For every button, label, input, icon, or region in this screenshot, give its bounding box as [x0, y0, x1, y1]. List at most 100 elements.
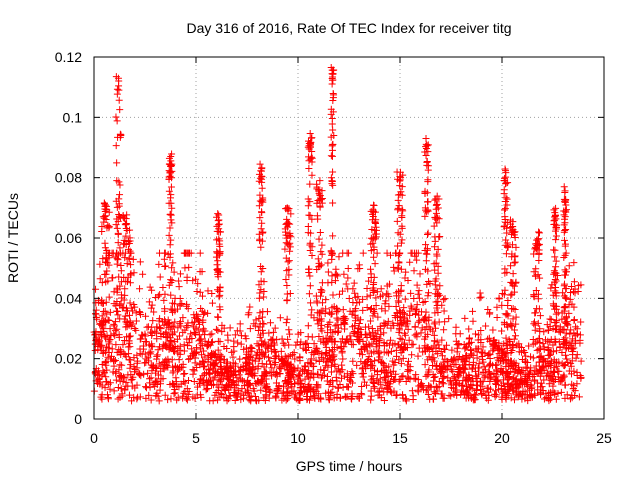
data-point: [452, 323, 460, 331]
data-point: [517, 390, 525, 398]
data-point: [487, 360, 495, 368]
data-point: [246, 303, 254, 311]
data-point: [382, 297, 390, 305]
data-point: [560, 325, 568, 333]
data-point: [310, 393, 318, 401]
data-point: [459, 354, 467, 362]
data-point: [462, 344, 470, 352]
data-point: [530, 318, 538, 326]
data-point: [363, 334, 371, 342]
data-point: [194, 326, 202, 334]
data-point: [361, 360, 369, 368]
data-point: [438, 379, 446, 387]
data-point: [184, 319, 192, 327]
data-point: [421, 298, 429, 306]
data-point: [100, 308, 108, 316]
data-point: [332, 270, 340, 278]
data-point: [493, 314, 501, 322]
data-point: [255, 346, 263, 354]
data-point: [371, 260, 379, 268]
data-point: [216, 250, 224, 258]
data-point: [257, 378, 265, 386]
data-point: [175, 332, 183, 340]
data-point: [125, 356, 133, 364]
data-point: [439, 380, 447, 388]
data-point: [256, 191, 264, 199]
x-tick-label: 5: [192, 430, 200, 446]
data-point: [367, 387, 375, 395]
data-point: [308, 251, 316, 259]
data-point: [251, 322, 259, 330]
data-point: [376, 335, 384, 343]
data-point: [370, 383, 378, 391]
data-point: [354, 325, 362, 333]
data-point: [284, 206, 292, 214]
data-point: [326, 318, 334, 326]
data-point: [503, 344, 511, 352]
data-point: [233, 327, 241, 335]
data-point: [136, 258, 144, 266]
data-point: [395, 288, 403, 296]
data-point: [104, 395, 112, 403]
data-point: [318, 327, 326, 335]
data-point: [118, 392, 126, 400]
data-point: [278, 335, 286, 343]
data-point: [409, 392, 417, 400]
data-point: [448, 357, 456, 365]
data-point: [535, 305, 543, 313]
data-point: [328, 376, 336, 384]
data-point: [519, 366, 527, 374]
data-point: [253, 340, 261, 348]
data-point: [216, 283, 224, 291]
data-point: [534, 290, 542, 298]
data-point: [305, 265, 313, 273]
data-point: [339, 306, 347, 314]
data-point: [441, 295, 449, 303]
data-point: [242, 335, 250, 343]
data-point: [166, 241, 174, 249]
data-point: [459, 377, 467, 385]
data-point: [156, 273, 164, 281]
data-point: [180, 347, 188, 355]
data-point: [166, 210, 174, 218]
data-point: [314, 381, 322, 389]
data-point: [112, 376, 120, 384]
data-point: [502, 311, 510, 319]
data-point: [569, 385, 577, 393]
data-point: [214, 337, 222, 345]
data-point: [271, 361, 279, 369]
data-point: [559, 289, 567, 297]
data-point: [208, 352, 216, 360]
data-point: [503, 243, 511, 251]
data-point: [296, 377, 304, 385]
data-point: [258, 196, 266, 204]
data-point: [421, 326, 429, 334]
data-point: [126, 247, 134, 255]
data-point: [499, 367, 507, 375]
data-point: [122, 307, 130, 315]
data-point: [214, 210, 222, 218]
data-point: [465, 325, 473, 333]
data-point: [468, 375, 476, 383]
data-point: [122, 323, 130, 331]
data-point: [404, 357, 412, 365]
data-point: [285, 241, 293, 249]
data-point: [397, 343, 405, 351]
data-point: [277, 347, 285, 355]
data-point: [112, 341, 120, 349]
data-point: [372, 340, 380, 348]
data-point: [460, 357, 468, 365]
data-point: [552, 263, 560, 271]
data-point: [545, 397, 553, 405]
data-point: [561, 303, 569, 311]
data-point: [283, 297, 291, 305]
data-point: [498, 327, 506, 335]
data-point: [153, 323, 161, 331]
data-point: [526, 392, 534, 400]
data-point: [148, 364, 156, 372]
data-point: [185, 355, 193, 363]
data-point: [571, 285, 579, 293]
data-point: [370, 289, 378, 296]
data-point: [181, 326, 189, 334]
data-point: [307, 311, 315, 319]
